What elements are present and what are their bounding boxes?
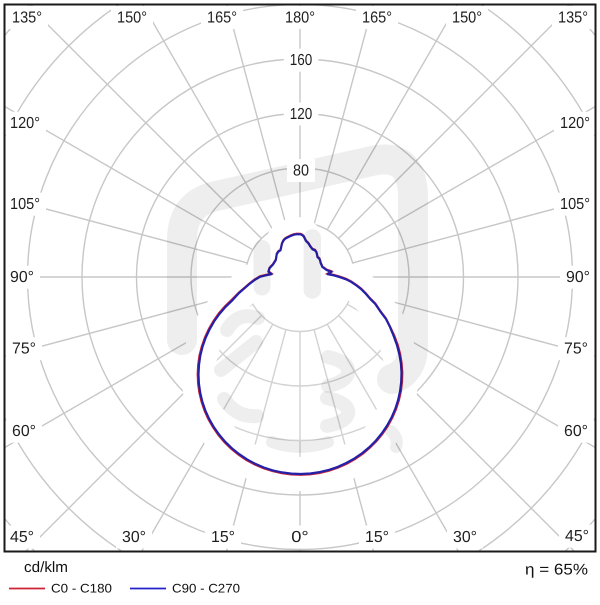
svg-text:0°: 0° bbox=[291, 529, 309, 546]
svg-text:15°: 15° bbox=[365, 529, 389, 546]
svg-text:90°: 90° bbox=[566, 269, 590, 286]
svg-text:105°: 105° bbox=[10, 196, 40, 213]
svg-text:30°: 30° bbox=[122, 529, 146, 546]
svg-text:C0 - C180: C0 - C180 bbox=[51, 582, 112, 596]
svg-text:60°: 60° bbox=[564, 423, 588, 440]
svg-text:160: 160 bbox=[290, 52, 313, 69]
svg-text:60°: 60° bbox=[12, 423, 36, 440]
svg-text:30°: 30° bbox=[453, 529, 477, 546]
svg-text:135°: 135° bbox=[12, 10, 42, 27]
svg-text:135°: 135° bbox=[558, 10, 588, 27]
svg-text:90°: 90° bbox=[10, 269, 34, 286]
svg-text:45°: 45° bbox=[565, 528, 589, 545]
svg-text:η = 65%: η = 65% bbox=[525, 562, 588, 579]
svg-text:15°: 15° bbox=[211, 529, 235, 546]
svg-text:150°: 150° bbox=[117, 10, 147, 27]
svg-text:45°: 45° bbox=[10, 529, 34, 546]
svg-text:180°: 180° bbox=[285, 10, 315, 27]
svg-text:120: 120 bbox=[290, 106, 313, 123]
svg-text:cd/klm: cd/klm bbox=[24, 559, 68, 576]
svg-text:150°: 150° bbox=[452, 10, 482, 27]
svg-text:75°: 75° bbox=[12, 341, 36, 358]
svg-text:165°: 165° bbox=[362, 10, 392, 27]
svg-text:165°: 165° bbox=[207, 10, 237, 27]
svg-text:75°: 75° bbox=[564, 341, 588, 358]
svg-text:105°: 105° bbox=[560, 196, 590, 213]
svg-text:120°: 120° bbox=[10, 115, 40, 132]
svg-text:C90 - C270: C90 - C270 bbox=[172, 582, 240, 596]
svg-text:80: 80 bbox=[293, 163, 309, 180]
svg-text:120°: 120° bbox=[560, 115, 590, 132]
